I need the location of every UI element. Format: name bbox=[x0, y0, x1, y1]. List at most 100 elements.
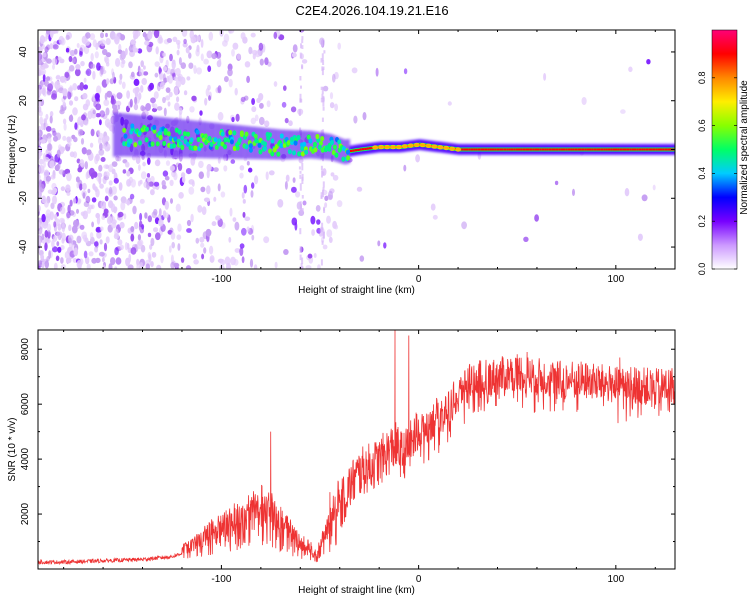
spectrogram-speckle bbox=[67, 87, 73, 93]
spectrogram-band-cell bbox=[127, 113, 130, 157]
spectrogram-streak bbox=[321, 68, 324, 76]
snr-panel: -100 0 100 2000 4000 6000 8000 Height of strai… bbox=[7, 329, 676, 596]
spectrogram-speckle bbox=[95, 103, 102, 111]
spectrogram-band-cell bbox=[166, 117, 169, 158]
spectrogram-ridge-line bbox=[636, 148, 639, 151]
spectrogram-speckle bbox=[38, 164, 45, 174]
spectrogram-speckle bbox=[250, 32, 256, 38]
spectrogram-ridge-line bbox=[473, 148, 476, 151]
spectrogram-ridge-line bbox=[551, 148, 554, 151]
spectrogram-speckle bbox=[234, 87, 238, 96]
spectrogram-speckle bbox=[50, 202, 55, 210]
spectrogram-speckle bbox=[383, 242, 387, 249]
spectrogram-speckle bbox=[90, 63, 96, 69]
spectrogram-speckle bbox=[232, 217, 237, 223]
spectrogram-speckle bbox=[127, 264, 134, 269]
spectrogram-speckle bbox=[87, 188, 91, 194]
spectrogram-speckle bbox=[130, 71, 135, 78]
spectrogram-band-cell bbox=[311, 131, 314, 159]
spectrogram-speckle bbox=[180, 76, 186, 86]
spectrogram-speckle bbox=[133, 78, 140, 86]
spectrogram-speckle bbox=[123, 213, 127, 220]
spectrogram-ridge-line bbox=[624, 148, 628, 151]
spectrogram-speckle bbox=[244, 61, 251, 68]
spectrogram-speckle bbox=[130, 247, 137, 255]
spectrogram-speckle bbox=[112, 71, 115, 81]
spectrogram-streak bbox=[323, 50, 326, 54]
spectrogram-speckle bbox=[330, 172, 335, 177]
spectrogram-speckle bbox=[117, 104, 121, 110]
spectrogram-speckle bbox=[447, 101, 452, 106]
spectrogram-speckle bbox=[139, 198, 145, 204]
spectrogram-speckle bbox=[153, 181, 160, 187]
spectrogram-speckle bbox=[94, 92, 101, 100]
spectrogram-speckle bbox=[302, 200, 307, 206]
spectrogram-speckle bbox=[74, 96, 79, 102]
spectrogram-speckle bbox=[100, 200, 105, 210]
spectrogram-speckle bbox=[55, 132, 62, 141]
spectrogram-speckle bbox=[224, 76, 229, 83]
spectrogram-streak bbox=[321, 240, 324, 245]
spectrogram-speckle bbox=[140, 171, 147, 180]
spectrogram-speckle bbox=[57, 56, 62, 61]
spectrogram-speckle bbox=[58, 144, 62, 151]
spectrogram-band-cell bbox=[163, 117, 166, 158]
spectrogram-speckle bbox=[161, 180, 166, 187]
spectrogram-streak bbox=[300, 85, 302, 89]
spectrogram-streak bbox=[321, 40, 323, 47]
spectrogram-ridge-line bbox=[484, 148, 488, 151]
spectrogram-blob bbox=[150, 141, 155, 147]
spectrogram-x-tick-label: -100 bbox=[211, 274, 231, 285]
spectrogram-band-cell bbox=[240, 125, 243, 159]
snr-x-tick-label: -100 bbox=[211, 574, 231, 585]
spectrogram-blob bbox=[185, 141, 190, 147]
spectrogram-speckle bbox=[203, 247, 207, 254]
spectrogram-blob bbox=[130, 123, 135, 129]
spectrogram-band-cell bbox=[305, 130, 308, 159]
spectrogram-speckle bbox=[106, 216, 113, 225]
spectrogram-speckle bbox=[329, 102, 335, 109]
spectrogram-speckle bbox=[193, 259, 199, 265]
spectrogram-speckle bbox=[170, 231, 176, 240]
spectrogram-speckle bbox=[256, 97, 261, 103]
spectrogram-speckle bbox=[58, 35, 64, 45]
spectrogram-speckle bbox=[175, 67, 181, 77]
spectrogram-blob bbox=[193, 145, 198, 151]
spectrogram-band-cell bbox=[289, 130, 292, 160]
spectrogram-speckle bbox=[188, 62, 194, 69]
spectrogram-blob bbox=[297, 151, 301, 157]
spectrogram-speckle bbox=[120, 201, 126, 211]
spectrogram-speckle bbox=[324, 202, 328, 208]
spectrogram-speckle bbox=[71, 225, 78, 234]
spectrogram-speckle bbox=[156, 82, 161, 92]
spectrogram-band-cell bbox=[146, 115, 149, 157]
spectrogram-speckle bbox=[129, 98, 133, 108]
spectrogram-speckle bbox=[83, 77, 87, 83]
spectrogram-speckle bbox=[90, 53, 94, 62]
spectrogram-speckle bbox=[220, 191, 226, 198]
spectrogram-speckle bbox=[224, 256, 231, 266]
spectrogram-speckle bbox=[52, 130, 57, 137]
spectrogram-band-cell bbox=[267, 128, 270, 160]
spectrogram-speckle bbox=[178, 192, 184, 199]
spectrogram-speckle bbox=[49, 43, 54, 50]
snr-y-tick-label: 4000 bbox=[20, 448, 31, 471]
spectrogram-blob bbox=[342, 146, 346, 152]
spectrogram-bead bbox=[419, 142, 426, 148]
spectrogram-blob bbox=[172, 143, 177, 149]
spectrogram-speckle bbox=[164, 212, 169, 219]
spectrogram-band-cell bbox=[220, 123, 223, 159]
spectrogram-blob bbox=[223, 144, 227, 150]
spectrogram-speckle bbox=[283, 249, 289, 255]
spectrogram-speckle bbox=[170, 198, 173, 204]
spectrogram-bead bbox=[401, 144, 408, 149]
spectrogram-band-cell bbox=[195, 120, 198, 158]
spectrogram-speckle bbox=[241, 192, 245, 199]
spectrogram-ridge-line bbox=[515, 148, 519, 151]
spectrogram-ridge-line bbox=[648, 148, 651, 151]
spectrogram-speckle bbox=[39, 183, 45, 193]
spectrogram-streak bbox=[301, 45, 304, 49]
spectrogram-speckle bbox=[242, 36, 248, 44]
spectrogram-ridge-line bbox=[603, 148, 606, 151]
spectrogram-speckle bbox=[52, 195, 57, 205]
